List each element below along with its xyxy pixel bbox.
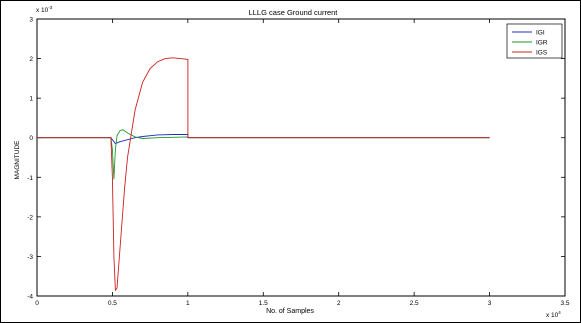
y-tick-label: 1 — [29, 96, 33, 103]
x-tick-label: 1 — [186, 300, 190, 307]
y-tick-label: 3 — [29, 17, 33, 24]
legend-label-igr: IGR — [536, 40, 548, 47]
x-tick-label: 3 — [488, 300, 492, 307]
y-exponent-base: x 10 — [36, 7, 49, 14]
series-line-igs — [37, 57, 490, 292]
y-tick-label: 0 — [29, 135, 33, 142]
x-exponent-base: x 10 — [546, 312, 559, 319]
x-tick-label: 2 — [337, 300, 341, 307]
y-tick-label: -2 — [27, 214, 33, 221]
legend-label-igi: IGI — [536, 30, 545, 37]
x-tick-label: 0 — [35, 300, 39, 307]
y-tick-label: -3 — [27, 254, 33, 261]
x-axis-label: No. of Samples — [266, 308, 314, 315]
plot-area — [36, 18, 566, 297]
x-tick-label: 3.5 — [560, 300, 569, 307]
x-exponent-label: x 104 — [546, 310, 561, 319]
series-lines — [37, 57, 490, 292]
y-tick-label: -1 — [27, 175, 33, 182]
y-axis-label: MAGNITUDE — [14, 140, 21, 180]
x-exponent-power: 4 — [558, 310, 561, 315]
legend: IGI IGR IGS — [506, 23, 563, 59]
legend-box — [506, 23, 563, 59]
legend-label-igs: IGS — [536, 50, 548, 57]
y-exponent-power: -3 — [48, 5, 52, 10]
chart-title: LLLG case Ground current — [249, 8, 339, 17]
y-tick-label: 2 — [29, 56, 33, 63]
y-tick-label: -4 — [27, 294, 33, 301]
x-tick-label: 2.5 — [410, 300, 419, 307]
x-tick-label: 0.5 — [108, 300, 117, 307]
x-tick-label: 1.5 — [259, 300, 268, 307]
x-tick-labels: 0 0.5 1 1.5 2 2.5 3 3.5 — [35, 300, 570, 307]
y-exponent-label: x 10-3 — [36, 5, 53, 14]
y-tick-labels: -4 -3 -2 -1 0 1 2 3 — [27, 17, 33, 301]
